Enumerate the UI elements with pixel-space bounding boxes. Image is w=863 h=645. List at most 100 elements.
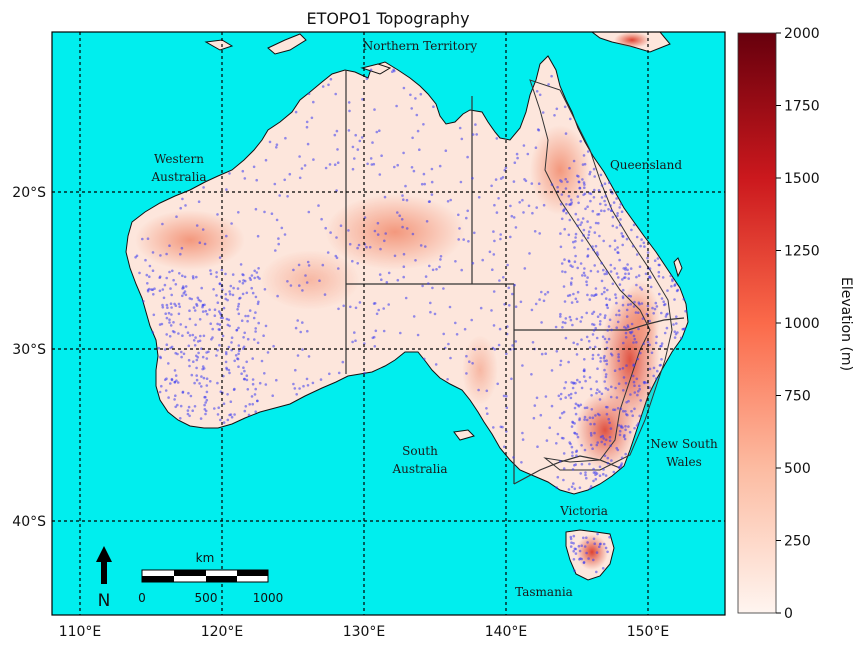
station-point — [590, 434, 593, 437]
station-point — [636, 357, 640, 361]
station-point — [604, 438, 608, 442]
station-point — [499, 425, 503, 429]
station-point — [146, 289, 150, 293]
station-point — [592, 310, 596, 314]
station-point — [499, 237, 502, 241]
station-point — [254, 327, 257, 330]
station-point — [266, 351, 270, 354]
station-point — [617, 309, 621, 313]
station-point — [599, 356, 602, 360]
station-point — [621, 367, 625, 370]
station-point — [598, 545, 601, 549]
station-point — [466, 155, 469, 159]
station-point — [588, 487, 592, 491]
station-point — [277, 237, 280, 240]
station-point — [258, 381, 262, 385]
station-point — [506, 263, 509, 267]
station-point — [646, 340, 650, 344]
station-point — [176, 403, 179, 407]
station-point — [188, 309, 191, 313]
station-point — [592, 558, 595, 562]
station-point — [164, 389, 168, 392]
station-point — [572, 159, 576, 163]
colorbar-tick-label: 1500 — [784, 171, 820, 187]
station-point — [522, 211, 525, 214]
station-point — [254, 311, 257, 314]
station-point — [499, 177, 503, 180]
station-point — [263, 372, 266, 375]
station-point — [363, 371, 366, 375]
station-point — [466, 209, 470, 213]
station-point — [632, 341, 635, 344]
station-point — [218, 328, 221, 331]
station-point — [174, 304, 178, 308]
map-title: ETOPO1 Topography — [306, 9, 469, 28]
station-point — [571, 323, 574, 327]
station-point — [593, 422, 596, 426]
station-point — [646, 256, 649, 260]
station-point — [205, 390, 209, 394]
station-point — [312, 158, 315, 161]
station-point — [592, 479, 595, 483]
station-point — [669, 274, 672, 278]
station-point — [636, 393, 639, 397]
station-point — [457, 213, 460, 217]
station-point — [411, 136, 414, 140]
station-point — [237, 305, 240, 308]
station-point — [328, 372, 331, 376]
station-point — [177, 302, 181, 306]
station-point — [208, 308, 211, 312]
station-point — [616, 320, 620, 324]
station-point — [542, 299, 546, 303]
station-point — [577, 180, 581, 184]
station-point — [458, 126, 462, 130]
station-point — [215, 275, 218, 279]
station-point — [585, 406, 589, 410]
station-point — [675, 315, 678, 319]
station-point — [326, 251, 330, 254]
station-point — [586, 236, 590, 240]
station-point — [624, 452, 627, 456]
station-point — [629, 302, 632, 306]
station-point — [556, 475, 560, 479]
station-point — [255, 271, 259, 274]
station-point — [620, 210, 624, 213]
station-point — [263, 288, 267, 291]
station-point — [609, 188, 612, 192]
station-point — [222, 306, 226, 310]
station-point — [546, 290, 550, 294]
station-point — [177, 312, 181, 316]
station-point — [275, 218, 279, 222]
station-point — [228, 292, 232, 296]
station-point — [439, 254, 443, 258]
station-point — [635, 235, 639, 239]
station-point — [572, 482, 575, 485]
station-point — [662, 300, 665, 304]
station-point — [191, 333, 195, 337]
station-point — [215, 294, 218, 297]
station-point — [562, 467, 566, 470]
station-point — [610, 328, 613, 332]
station-point — [609, 204, 612, 207]
station-point — [168, 335, 172, 338]
station-point — [579, 403, 583, 407]
station-point — [167, 311, 171, 315]
station-point — [237, 365, 240, 369]
station-point — [237, 302, 241, 306]
station-point — [606, 388, 610, 391]
station-point — [564, 317, 568, 320]
station-point — [634, 311, 638, 314]
station-point — [580, 239, 584, 242]
station-point — [630, 228, 633, 232]
station-point — [262, 334, 265, 338]
station-point — [358, 301, 362, 304]
station-point — [231, 273, 235, 276]
station-point — [572, 341, 575, 345]
station-point — [514, 305, 518, 309]
station-point — [574, 552, 578, 555]
station-point — [319, 378, 323, 381]
station-point — [430, 193, 434, 196]
station-point — [174, 394, 177, 398]
station-point — [320, 217, 323, 221]
station-point — [216, 213, 219, 216]
